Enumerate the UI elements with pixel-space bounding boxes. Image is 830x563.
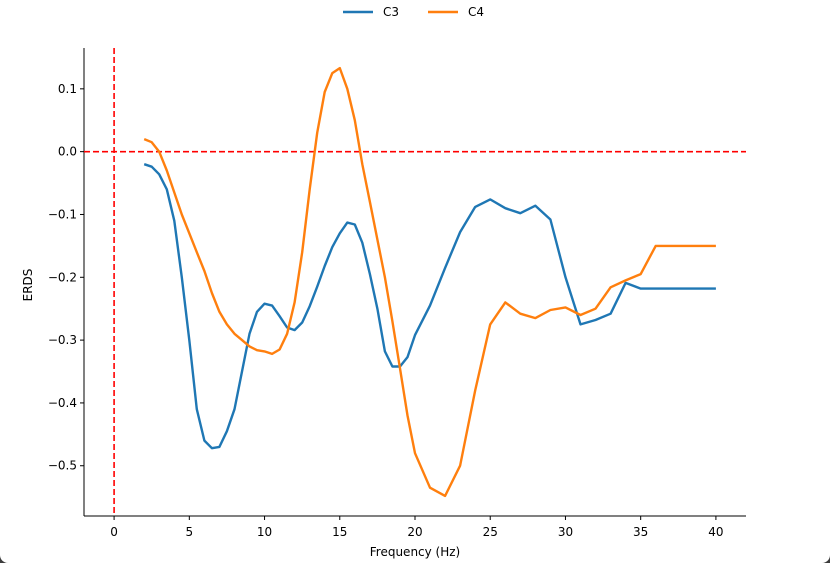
series-lines [143,66,716,498]
x-tick-label: 35 [633,525,648,539]
series-line-c4 [143,66,716,498]
reference-lines [84,48,746,516]
x-tick-label: 0 [110,525,118,539]
y-tick-label: 0.1 [58,82,77,96]
y-tick-label: 0.0 [58,145,77,159]
x-axis-label: Frequency (Hz) [370,545,461,559]
x-tick-label: 15 [332,525,347,539]
x-tick-label: 30 [558,525,573,539]
series-line-c3 [143,163,716,450]
y-tick-label: −0.1 [48,207,77,221]
y-axis-label: ERDS [21,269,35,302]
y-tick-label: −0.2 [48,270,77,284]
legend-label-c3: C3 [383,5,399,19]
x-tick-label: 5 [185,525,193,539]
legend: C3 C4 [343,5,484,19]
x-tick-label: 10 [257,525,272,539]
x-tick-label: 20 [407,525,422,539]
x-tick-label: 25 [483,525,498,539]
legend-label-c4: C4 [468,5,484,19]
x-tick-label: 40 [708,525,723,539]
y-tick-label: −0.5 [48,459,77,473]
y-tick-label: −0.4 [48,396,77,410]
y-tick-label: −0.3 [48,333,77,347]
axes: 0 5 10 15 20 25 30 35 40 −0.5 −0.4 −0.3 −0.2 −0.1 0.0 0… [48,48,746,539]
